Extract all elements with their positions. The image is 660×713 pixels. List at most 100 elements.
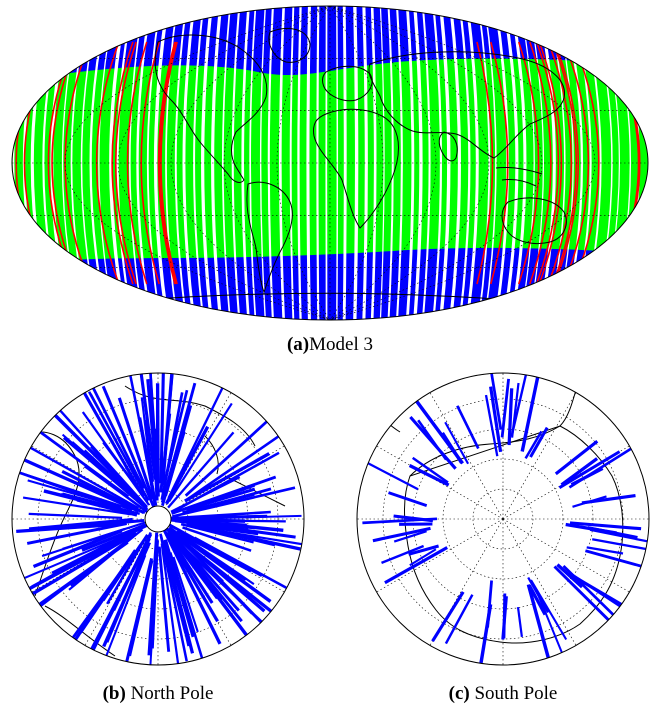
- coverage-track: [431, 591, 465, 643]
- coverage-gap-track: [136, 6, 153, 320]
- coverage-track: [57, 407, 148, 508]
- coverage-track: [516, 606, 524, 638]
- coverage-track: [81, 523, 146, 552]
- coverage-gap-track: [527, 6, 544, 320]
- coverage-track: [101, 385, 156, 508]
- coverage-tracks: [15, 373, 304, 665]
- coverage-track: [444, 594, 474, 645]
- red-track: [490, 41, 509, 285]
- meridian-line: [223, 6, 331, 320]
- coverage-track: [167, 526, 272, 603]
- red-track: [553, 41, 580, 285]
- coverage-track: [153, 428, 159, 501]
- coverage-track: [444, 421, 470, 465]
- coverage-track: [197, 525, 276, 547]
- coverage-track: [167, 431, 235, 509]
- coverage-track: [160, 543, 180, 665]
- coverage-track: [417, 419, 448, 461]
- coverage-track: [182, 540, 254, 615]
- coverage-track: [184, 433, 283, 502]
- coverage-track: [169, 534, 221, 596]
- coverage-gap-track: [182, 6, 196, 320]
- coverage-track: [520, 377, 540, 452]
- coverage-gap-track: [306, 6, 312, 320]
- coverage-track: [89, 537, 151, 652]
- coverage-track: [181, 540, 274, 614]
- longitude-line: [502, 518, 630, 593]
- coverage-track: [182, 519, 286, 523]
- coverage-gap-track: [201, 6, 214, 320]
- meridian-line: [329, 6, 543, 320]
- coverage-track: [556, 563, 584, 589]
- coverage-track: [565, 522, 617, 535]
- coverage-track: [529, 426, 549, 458]
- coverage-track: [586, 546, 624, 555]
- longitude-line: [429, 392, 504, 520]
- coverage-track: [527, 576, 549, 614]
- coverage-track: [168, 523, 263, 577]
- caption-c-label: South Pole: [469, 683, 558, 704]
- caption-b: (b) North Pole: [5, 683, 311, 705]
- meridian-line: [64, 6, 331, 320]
- coverage-gap-track: [483, 6, 497, 320]
- coverage-track: [538, 596, 565, 657]
- coverage-track: [581, 494, 636, 505]
- coverage-track: [87, 391, 150, 502]
- coverage-gap-track: [174, 6, 188, 320]
- coverage-track: [90, 383, 145, 490]
- coverage-track: [553, 565, 612, 624]
- coverage-track: [527, 584, 547, 616]
- coverage-track: [184, 417, 271, 497]
- coverage-track: [184, 452, 271, 503]
- coverage-track: [105, 552, 146, 643]
- coverage-track: [23, 535, 122, 580]
- coverage-track: [165, 533, 219, 623]
- coverage-gap-track: [362, 6, 368, 320]
- coverage-track: [28, 531, 137, 598]
- coverage-gap-track: [116, 6, 134, 320]
- coverage-track: [524, 430, 543, 460]
- green-band: [12, 58, 648, 264]
- red-track: [517, 41, 540, 285]
- coverage-track: [441, 432, 463, 464]
- coverage-track: [16, 522, 122, 534]
- coverage-track: [163, 389, 189, 481]
- coverage-track: [84, 465, 149, 514]
- coverage-track: [159, 373, 165, 484]
- coverage-gap-track: [249, 6, 257, 320]
- coverage-track: [409, 548, 437, 567]
- coverage-track: [560, 457, 599, 487]
- meridian-line: [329, 6, 490, 320]
- longitude-line: [502, 518, 577, 646]
- coverage-gap-track: [297, 6, 302, 320]
- coverage-track: [161, 411, 190, 507]
- red-track: [126, 41, 148, 285]
- longitude-line: [376, 445, 504, 520]
- coverage-track: [500, 378, 511, 438]
- red-track: [157, 41, 176, 285]
- longitude-line: [376, 518, 504, 593]
- map-border: [11, 372, 305, 666]
- coverage-track: [585, 549, 646, 569]
- coverage-track: [127, 559, 154, 657]
- latitude-circle: [472, 488, 534, 550]
- north-pole-map: [11, 372, 305, 666]
- coverage-gap-track: [395, 6, 403, 320]
- coverage-track: [502, 593, 507, 639]
- coverage-track: [393, 530, 427, 543]
- coverage-gap-track: [153, 6, 170, 320]
- coverage-track: [26, 444, 140, 510]
- coverage-track: [24, 458, 140, 513]
- coverage-track: [32, 529, 123, 569]
- coverage-track: [172, 556, 199, 633]
- coverage-gap-track: [129, 6, 145, 320]
- coverage-track: [511, 382, 520, 438]
- coverage-track: [174, 519, 296, 539]
- coverage-track: [569, 521, 642, 531]
- coverage-track: [164, 425, 210, 505]
- caption-c-tag: (c): [448, 683, 470, 704]
- coverage-track: [408, 464, 450, 487]
- coverage-gap-track: [193, 6, 205, 320]
- meridian-line: [276, 6, 331, 320]
- coverage-track: [149, 540, 159, 665]
